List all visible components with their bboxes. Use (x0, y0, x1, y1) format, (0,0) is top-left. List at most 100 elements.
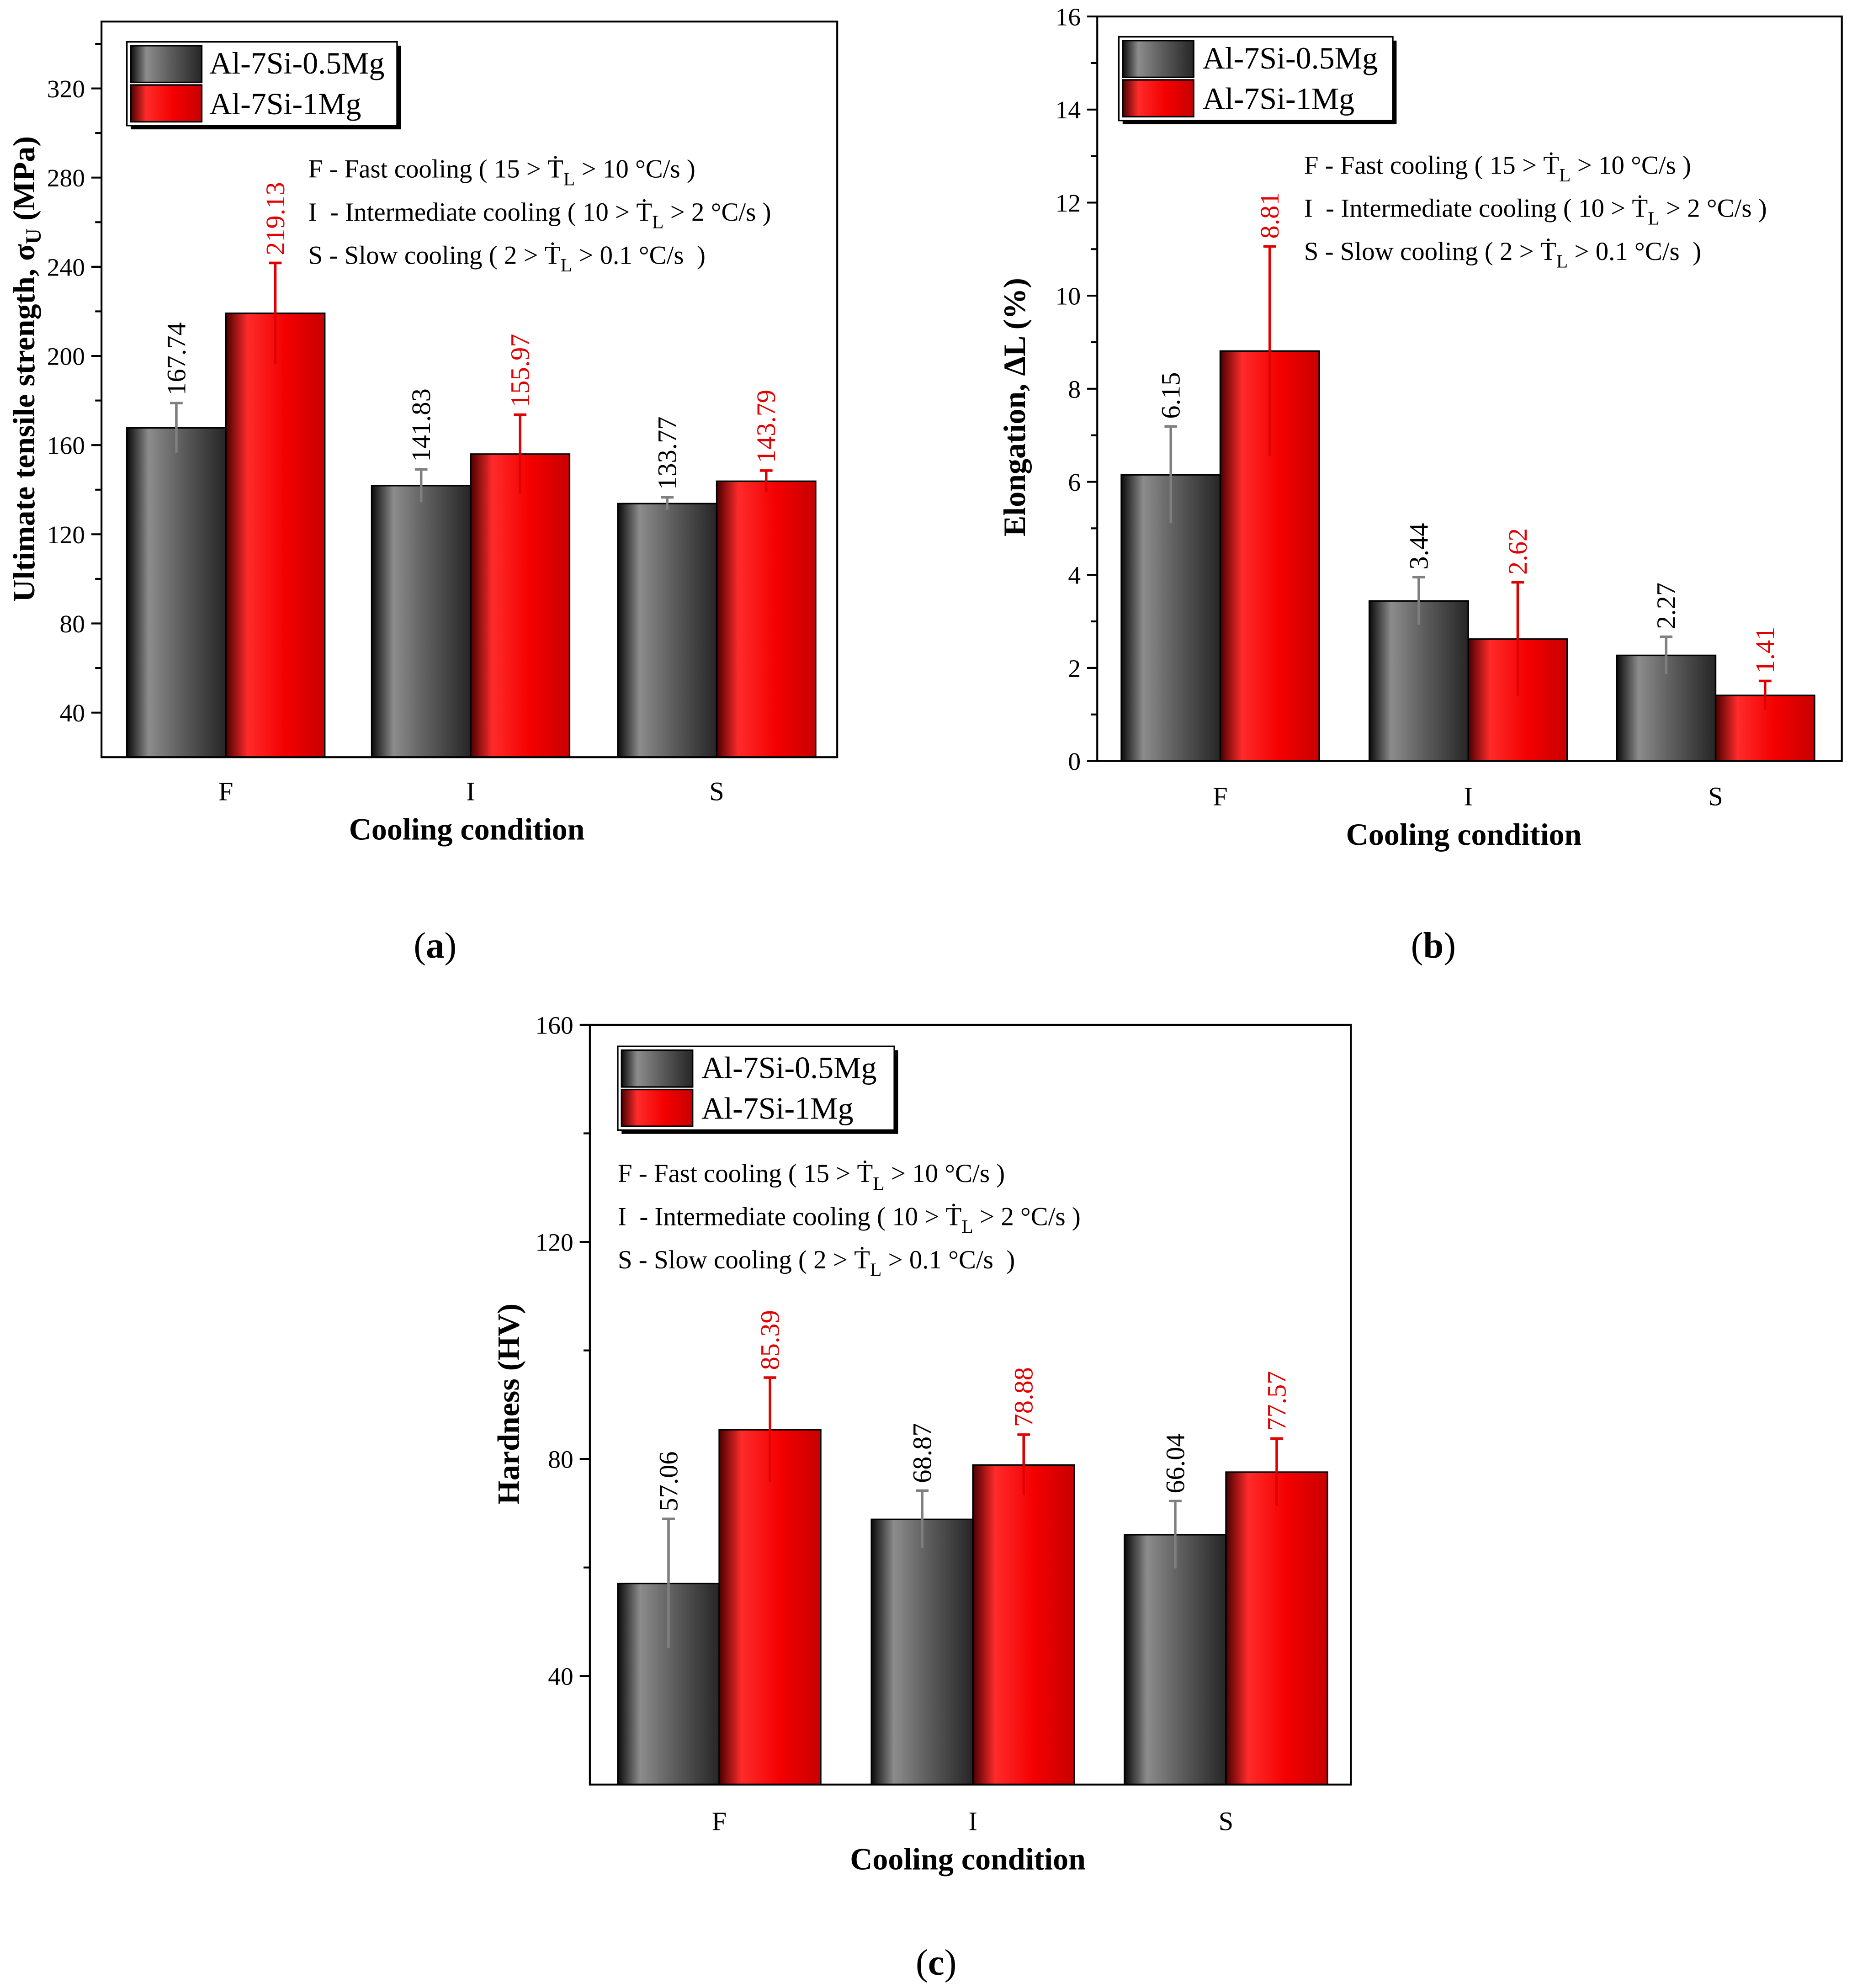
bar-s-al-7si-0-5mg (617, 503, 718, 758)
chart-a-plot-frame (101, 21, 838, 758)
y-tick-label: 10 (1056, 283, 1081, 311)
y-tick-label: 14 (1056, 96, 1081, 124)
chart-c-x-axis-title: Cooling condition (850, 1842, 1086, 1877)
chart-c-marks: 40 80 120 160 F I S 57.06 68.87 66.04 85.39 78.88 77… (536, 1012, 1328, 1836)
y-tick-label: 4 (1068, 562, 1081, 590)
error-bar-i-al-7si-1mg (514, 413, 527, 494)
y-tick-label: 160 (47, 432, 85, 460)
data-label-f-al-7si-1mg: 219.13 (260, 182, 290, 255)
bar-s-al-7si-1mg (1225, 1471, 1328, 1786)
chart-c-annotations: F - Fast cooling ( 15 > ṪL > 10 °C/s ) I… (618, 1159, 1081, 1280)
legend-label-al-7si-1mg: Al-7Si-1Mg (701, 1091, 853, 1125)
error-bar-s-al-7si-1mg (759, 469, 773, 492)
annotation-intermediate-cooling: I - Intermediate cooling ( 10 > ṪL > 2 °… (618, 1203, 1081, 1238)
y-tick-label: 40 (60, 700, 85, 727)
chart-a-legend: Al-7Si-0.5Mg Al-7Si-1Mg (126, 41, 401, 130)
chart-b-x-axis-title: Cooling condition (1346, 817, 1582, 852)
legend-label-al-7si-1mg: Al-7Si-1Mg (209, 86, 361, 121)
annotation-slow-cooling: S - Slow cooling ( 2 > ṪL > 0.1 °C/s ) (308, 241, 706, 276)
error-bar-s-al-7si-0-5mg (1169, 1500, 1182, 1569)
x-tick-label-f: F (712, 1807, 727, 1836)
error-bar-i-al-7si-0-5mg (1412, 576, 1425, 625)
y-tick-label: 6 (1068, 469, 1081, 497)
bar-s-al-7si-1mg (716, 480, 817, 758)
legend-swatch-al-7si-0-5mg (1122, 40, 1194, 78)
y-tick-label: 0 (1068, 748, 1081, 776)
error-bar-i-al-7si-1mg (1017, 1433, 1030, 1495)
chart-b-annotations: F - Fast cooling ( 15 > ṪL > 10 °C/s ) I… (1304, 151, 1767, 272)
chart-b: 0 2 4 6 8 10 12 14 16 F I S 6.15 3.44 2.27 8.81 2.62 1.41… (997, 4, 1843, 966)
error-bar-f-al-7si-1mg (269, 261, 282, 364)
chart-c-y-axis-title: Hardness (HV) (491, 1304, 525, 1505)
legend-swatch-al-7si-0-5mg (621, 1049, 694, 1088)
chart-b-panel-label: (b) (1411, 925, 1456, 966)
y-tick-label: 120 (536, 1229, 573, 1256)
chart-a-x-axis-title: Cooling condition (349, 812, 585, 847)
legend-label-al-7si-0-5mg: Al-7Si-0.5Mg (1203, 41, 1378, 75)
x-tick-label-i: I (466, 777, 475, 806)
data-label-f-al-7si-1mg: 8.81 (1255, 192, 1284, 239)
legend-label-al-7si-0-5mg: Al-7Si-0.5Mg (701, 1050, 876, 1085)
legend-swatch-al-7si-1mg (621, 1088, 694, 1127)
chart-a-y-axis-title: Ultimate tensile strength, σU (MPa) (6, 136, 46, 602)
bar-i-al-7si-1mg (470, 453, 571, 758)
bar-i-al-7si-0-5mg (371, 485, 472, 758)
bar-i-al-7si-0-5mg (1369, 600, 1469, 762)
data-label-s-al-7si-1mg: 143.79 (751, 390, 781, 463)
error-bar-s-al-7si-1mg (1270, 1437, 1283, 1506)
chart-a-annotations: F - Fast cooling ( 15 > ṪL > 10 °C/s ) I… (308, 155, 771, 276)
chart-a-panel-label: (a) (414, 925, 456, 966)
y-tick-label: 8 (1068, 376, 1081, 403)
annotation-intermediate-cooling: I - Intermediate cooling ( 10 > ṪL > 2 °… (1304, 194, 1767, 229)
x-tick-label-s: S (1219, 1807, 1233, 1836)
data-label-s-al-7si-0-5mg: 2.27 (1651, 583, 1681, 629)
data-label-f-al-7si-0-5mg: 6.15 (1156, 372, 1186, 419)
chart-c-panel-label: (c) (916, 1942, 956, 1983)
error-bar-i-al-7si-0-5mg (414, 468, 428, 502)
data-label-f-al-7si-0-5mg: 167.74 (161, 322, 191, 395)
data-label-i-al-7si-1mg: 2.62 (1503, 528, 1533, 575)
annotation-fast-cooling: F - Fast cooling ( 15 > ṪL > 10 °C/s ) (618, 1159, 1005, 1194)
chart-c-plot-frame (589, 1023, 1352, 1786)
chart-b-marks: 0 2 4 6 8 10 12 14 16 F I S 6.15 3.44 2.27 8.81 2.62 1.41 (1056, 4, 1815, 811)
data-label-i-al-7si-0-5mg: 3.44 (1404, 523, 1433, 570)
error-bar-f-al-7si-0-5mg (1164, 425, 1178, 524)
chart-c-legend: Al-7Si-0.5Mg Al-7Si-1Mg (617, 1045, 898, 1134)
data-label-s-al-7si-1mg: 1.41 (1750, 627, 1780, 673)
legend-swatch-al-7si-0-5mg (130, 45, 203, 84)
chart-b-legend: Al-7Si-0.5Mg Al-7Si-1Mg (1118, 36, 1397, 125)
error-bar-f-al-7si-1mg (1263, 245, 1276, 456)
data-label-f-al-7si-1mg: 85.39 (755, 1310, 785, 1370)
y-tick-label: 280 (47, 164, 85, 192)
y-tick-label: 240 (47, 254, 85, 281)
x-tick-label-s: S (1708, 782, 1723, 811)
legend-label-al-7si-0-5mg: Al-7Si-0.5Mg (209, 46, 384, 80)
bar-f-al-7si-0-5mg (126, 427, 227, 758)
bar-i-al-7si-0-5mg (870, 1518, 974, 1786)
y-tick-label: 80 (548, 1446, 573, 1474)
data-label-i-al-7si-0-5mg: 141.83 (406, 388, 436, 461)
error-bar-s-al-7si-0-5mg (1660, 635, 1673, 674)
error-bar-f-al-7si-1mg (764, 1376, 776, 1482)
bar-s-al-7si-0-5mg (1124, 1534, 1227, 1786)
y-tick-label: 160 (536, 1012, 573, 1039)
chart-c: 40 80 120 160 F I S 57.06 68.87 66.04 85.39 78.88 77… (491, 1012, 1352, 1983)
y-tick-label: 12 (1056, 190, 1081, 217)
data-label-i-al-7si-0-5mg: 68.87 (907, 1423, 937, 1483)
annotation-intermediate-cooling: I - Intermediate cooling ( 10 > ṪL > 2 °… (308, 198, 771, 233)
error-bar-i-al-7si-1mg (1511, 581, 1524, 696)
annotation-fast-cooling: F - Fast cooling ( 15 > ṪL > 10 °C/s ) (1304, 151, 1691, 186)
y-tick-label: 120 (47, 521, 85, 549)
data-label-s-al-7si-1mg: 77.57 (1262, 1371, 1291, 1431)
annotation-slow-cooling: S - Slow cooling ( 2 > ṪL > 0.1 °C/s ) (618, 1246, 1015, 1281)
legend-swatch-al-7si-1mg (1122, 79, 1194, 118)
y-tick-label: 40 (548, 1663, 573, 1691)
data-label-s-al-7si-0-5mg: 66.04 (1160, 1433, 1190, 1493)
x-tick-label-f: F (218, 777, 233, 806)
error-bar-i-al-7si-0-5mg (916, 1489, 929, 1548)
error-bar-f-al-7si-0-5mg (662, 1517, 675, 1648)
data-label-s-al-7si-0-5mg: 133.77 (653, 417, 682, 490)
y-tick-label: 2 (1068, 655, 1081, 683)
data-label-i-al-7si-1mg: 78.88 (1009, 1367, 1039, 1427)
